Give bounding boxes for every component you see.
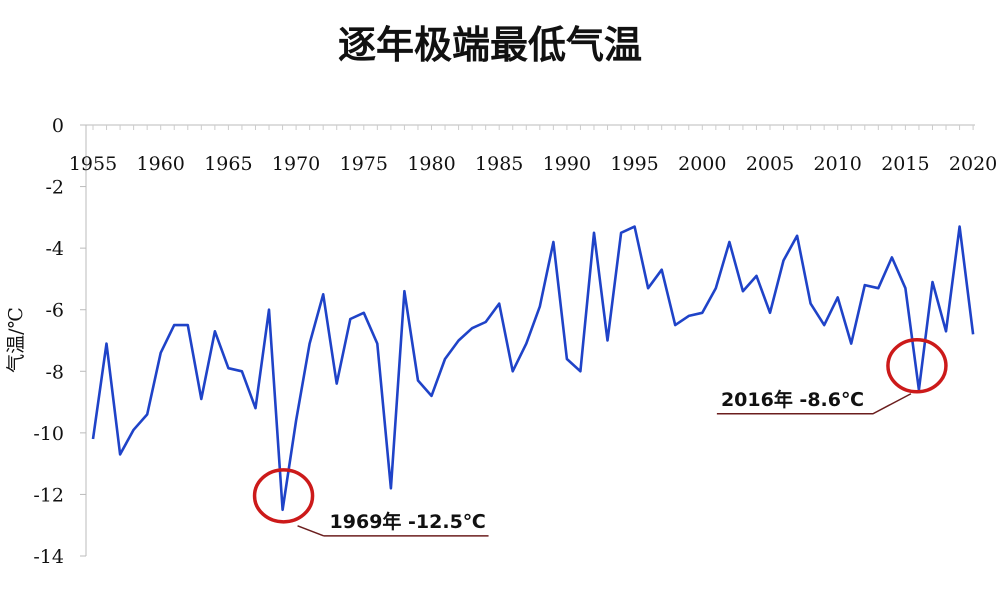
x-minor-ticks	[92, 125, 974, 130]
y-tick-label: -10	[33, 423, 64, 445]
y-tick-label: -12	[33, 484, 64, 506]
x-tick-label: 2015	[881, 153, 929, 175]
x-ticks: 1955 1960 1965 1970 1975 1980 1985 1990 1995 2000…	[69, 153, 997, 175]
x-tick-label: 1985	[475, 153, 523, 175]
annotation-leader	[297, 525, 324, 537]
y-tick-label: -2	[45, 177, 64, 199]
x-tick-label: 1965	[204, 153, 252, 175]
x-tick-label: 2000	[678, 153, 726, 175]
x-tick-label: 1970	[272, 153, 320, 175]
y-ticks: 0 -2 -4 -6 -8 -10 -12 -14	[33, 115, 86, 568]
x-tick-label: 2005	[746, 153, 794, 175]
chart-title: 逐年极端最低气温	[338, 22, 642, 67]
x-tick-label: 1995	[610, 153, 658, 175]
y-tick-label: 0	[52, 115, 64, 137]
x-tick-label: 1990	[543, 153, 591, 175]
annotation-label: 2016年 -8.6℃	[721, 388, 864, 411]
x-tick-label: 2020	[949, 153, 997, 175]
annotation-label: 1969年 -12.5℃	[330, 510, 486, 533]
series-line	[91, 225, 975, 512]
annotation-circle	[886, 338, 948, 394]
x-tick-label: 2010	[814, 153, 862, 175]
y-axis-label: 气温/℃	[5, 307, 27, 373]
y-tick-label: -4	[45, 238, 64, 260]
x-tick-label: 1975	[340, 153, 388, 175]
y-tick-label: -14	[33, 546, 64, 568]
x-tick-label: 1960	[137, 153, 185, 175]
annotations: 1969年 -12.5℃ 2016年 -8.6℃	[252, 338, 948, 537]
x-tick-label: 1955	[69, 153, 117, 175]
x-tick-label: 1980	[407, 153, 455, 175]
y-tick-label: -6	[45, 300, 64, 322]
annotation-circle	[252, 468, 315, 524]
y-tick-label: -8	[45, 361, 64, 383]
